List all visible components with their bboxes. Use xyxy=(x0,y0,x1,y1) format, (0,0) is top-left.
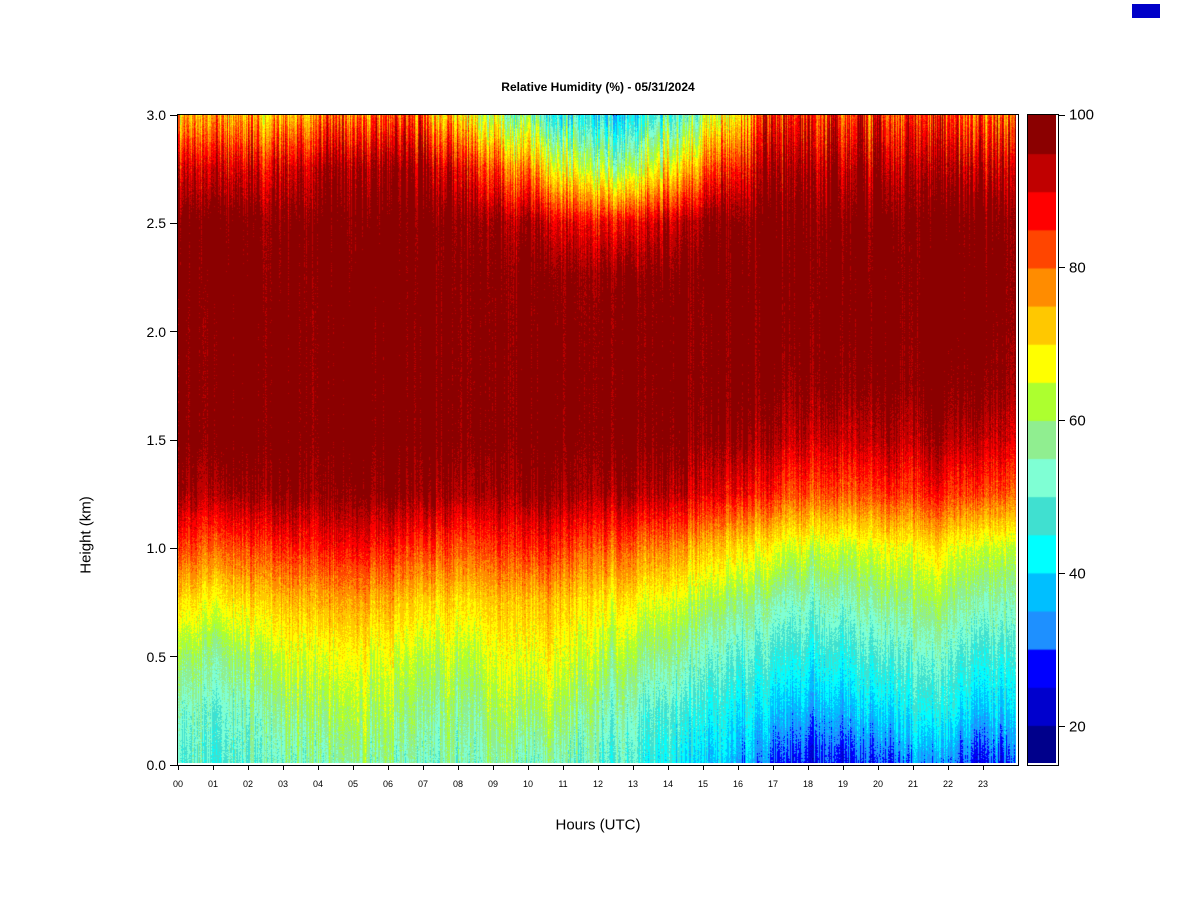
y-tick-label: 0.0 xyxy=(146,757,166,773)
x-tick-mark xyxy=(282,766,284,770)
x-tick-label: 01 xyxy=(207,779,219,789)
colorbar-tick-mark xyxy=(1059,573,1065,575)
x-tick-label: 23 xyxy=(977,779,989,789)
x-tick-mark xyxy=(492,766,494,770)
x-tick-label: 12 xyxy=(592,779,604,789)
x-tick-mark xyxy=(807,766,809,770)
y-tick-label: 1.0 xyxy=(146,540,166,557)
x-tick-label: 04 xyxy=(312,779,324,789)
y-tick-label: 1.5 xyxy=(146,432,166,448)
plot-area xyxy=(177,114,1019,766)
heatmap-canvas xyxy=(178,115,1016,763)
x-tick-mark xyxy=(457,766,459,770)
x-tick-mark xyxy=(597,766,599,770)
x-tick-label: 15 xyxy=(697,779,709,789)
x-tick-label: 17 xyxy=(767,779,779,789)
x-tick-label: 05 xyxy=(347,779,359,789)
x-tick-mark xyxy=(317,766,319,770)
x-tick-mark xyxy=(632,766,634,770)
colorbar-tick-label: 40 xyxy=(1069,565,1086,583)
x-tick-label: 14 xyxy=(662,779,674,789)
x-tick-mark xyxy=(702,766,704,770)
x-tick-mark xyxy=(247,766,249,770)
x-tick-mark xyxy=(527,766,529,770)
x-tick-mark xyxy=(737,766,739,770)
y-tick-label: 2.5 xyxy=(146,215,166,232)
chart-title: Relative Humidity (%) - 05/31/2024 xyxy=(501,80,695,94)
colorbar-tick-mark xyxy=(1059,420,1065,422)
x-tick-label: 21 xyxy=(907,779,919,789)
x-tick-mark xyxy=(177,766,179,770)
x-tick-mark xyxy=(387,766,389,770)
x-tick-label: 13 xyxy=(627,779,639,789)
x-tick-label: 00 xyxy=(172,779,184,789)
x-tick-label: 07 xyxy=(417,779,429,789)
x-tick-label: 11 xyxy=(558,779,568,789)
x-tick-label: 19 xyxy=(837,779,849,789)
x-tick-label: 10 xyxy=(522,779,534,789)
x-tick-mark xyxy=(562,766,564,770)
x-tick-label: 20 xyxy=(872,779,884,789)
y-tick-mark xyxy=(170,547,177,549)
y-axis-title: Height (km) xyxy=(77,496,95,574)
colorbar-tick-label: 20 xyxy=(1069,718,1086,736)
y-tick-label: 0.5 xyxy=(146,648,166,665)
x-tick-mark xyxy=(352,766,354,770)
x-tick-mark xyxy=(212,766,214,770)
x-tick-label: 06 xyxy=(382,779,394,789)
y-tick-mark xyxy=(170,114,177,116)
x-tick-label: 09 xyxy=(487,779,499,789)
y-tick-mark xyxy=(170,656,177,658)
x-tick-mark xyxy=(667,766,669,770)
colorbar-canvas xyxy=(1028,115,1056,763)
x-axis-title: Hours (UTC) xyxy=(555,816,641,834)
x-tick-mark xyxy=(877,766,879,770)
x-tick-label: 22 xyxy=(942,779,954,789)
x-tick-mark xyxy=(772,766,774,770)
y-tick-label: 3.0 xyxy=(146,107,166,123)
x-tick-mark xyxy=(422,766,424,770)
x-tick-label: 18 xyxy=(802,779,814,789)
x-tick-mark xyxy=(947,766,949,770)
colorbar-tick-mark xyxy=(1059,726,1065,728)
x-tick-mark xyxy=(912,766,914,770)
colorbar-tick-label: 80 xyxy=(1069,259,1086,277)
x-tick-label: 08 xyxy=(452,779,464,789)
x-tick-label: 03 xyxy=(277,779,289,789)
y-tick-mark xyxy=(170,439,177,441)
x-tick-label: 16 xyxy=(732,779,744,789)
y-tick-mark xyxy=(170,331,177,333)
colorbar-tick-mark xyxy=(1059,114,1065,116)
colorbar-tick-mark xyxy=(1059,267,1065,269)
y-tick-mark xyxy=(170,764,177,766)
y-tick-mark xyxy=(170,222,177,224)
colorbar-tick-label: 100 xyxy=(1069,106,1095,124)
y-tick-label: 2.0 xyxy=(146,323,166,340)
colorbar-tick-label: 60 xyxy=(1069,412,1086,430)
corner-swatch xyxy=(1132,4,1160,18)
x-tick-label: 02 xyxy=(242,779,254,789)
x-tick-mark xyxy=(982,766,984,770)
x-tick-mark xyxy=(842,766,844,770)
colorbar xyxy=(1027,114,1059,766)
